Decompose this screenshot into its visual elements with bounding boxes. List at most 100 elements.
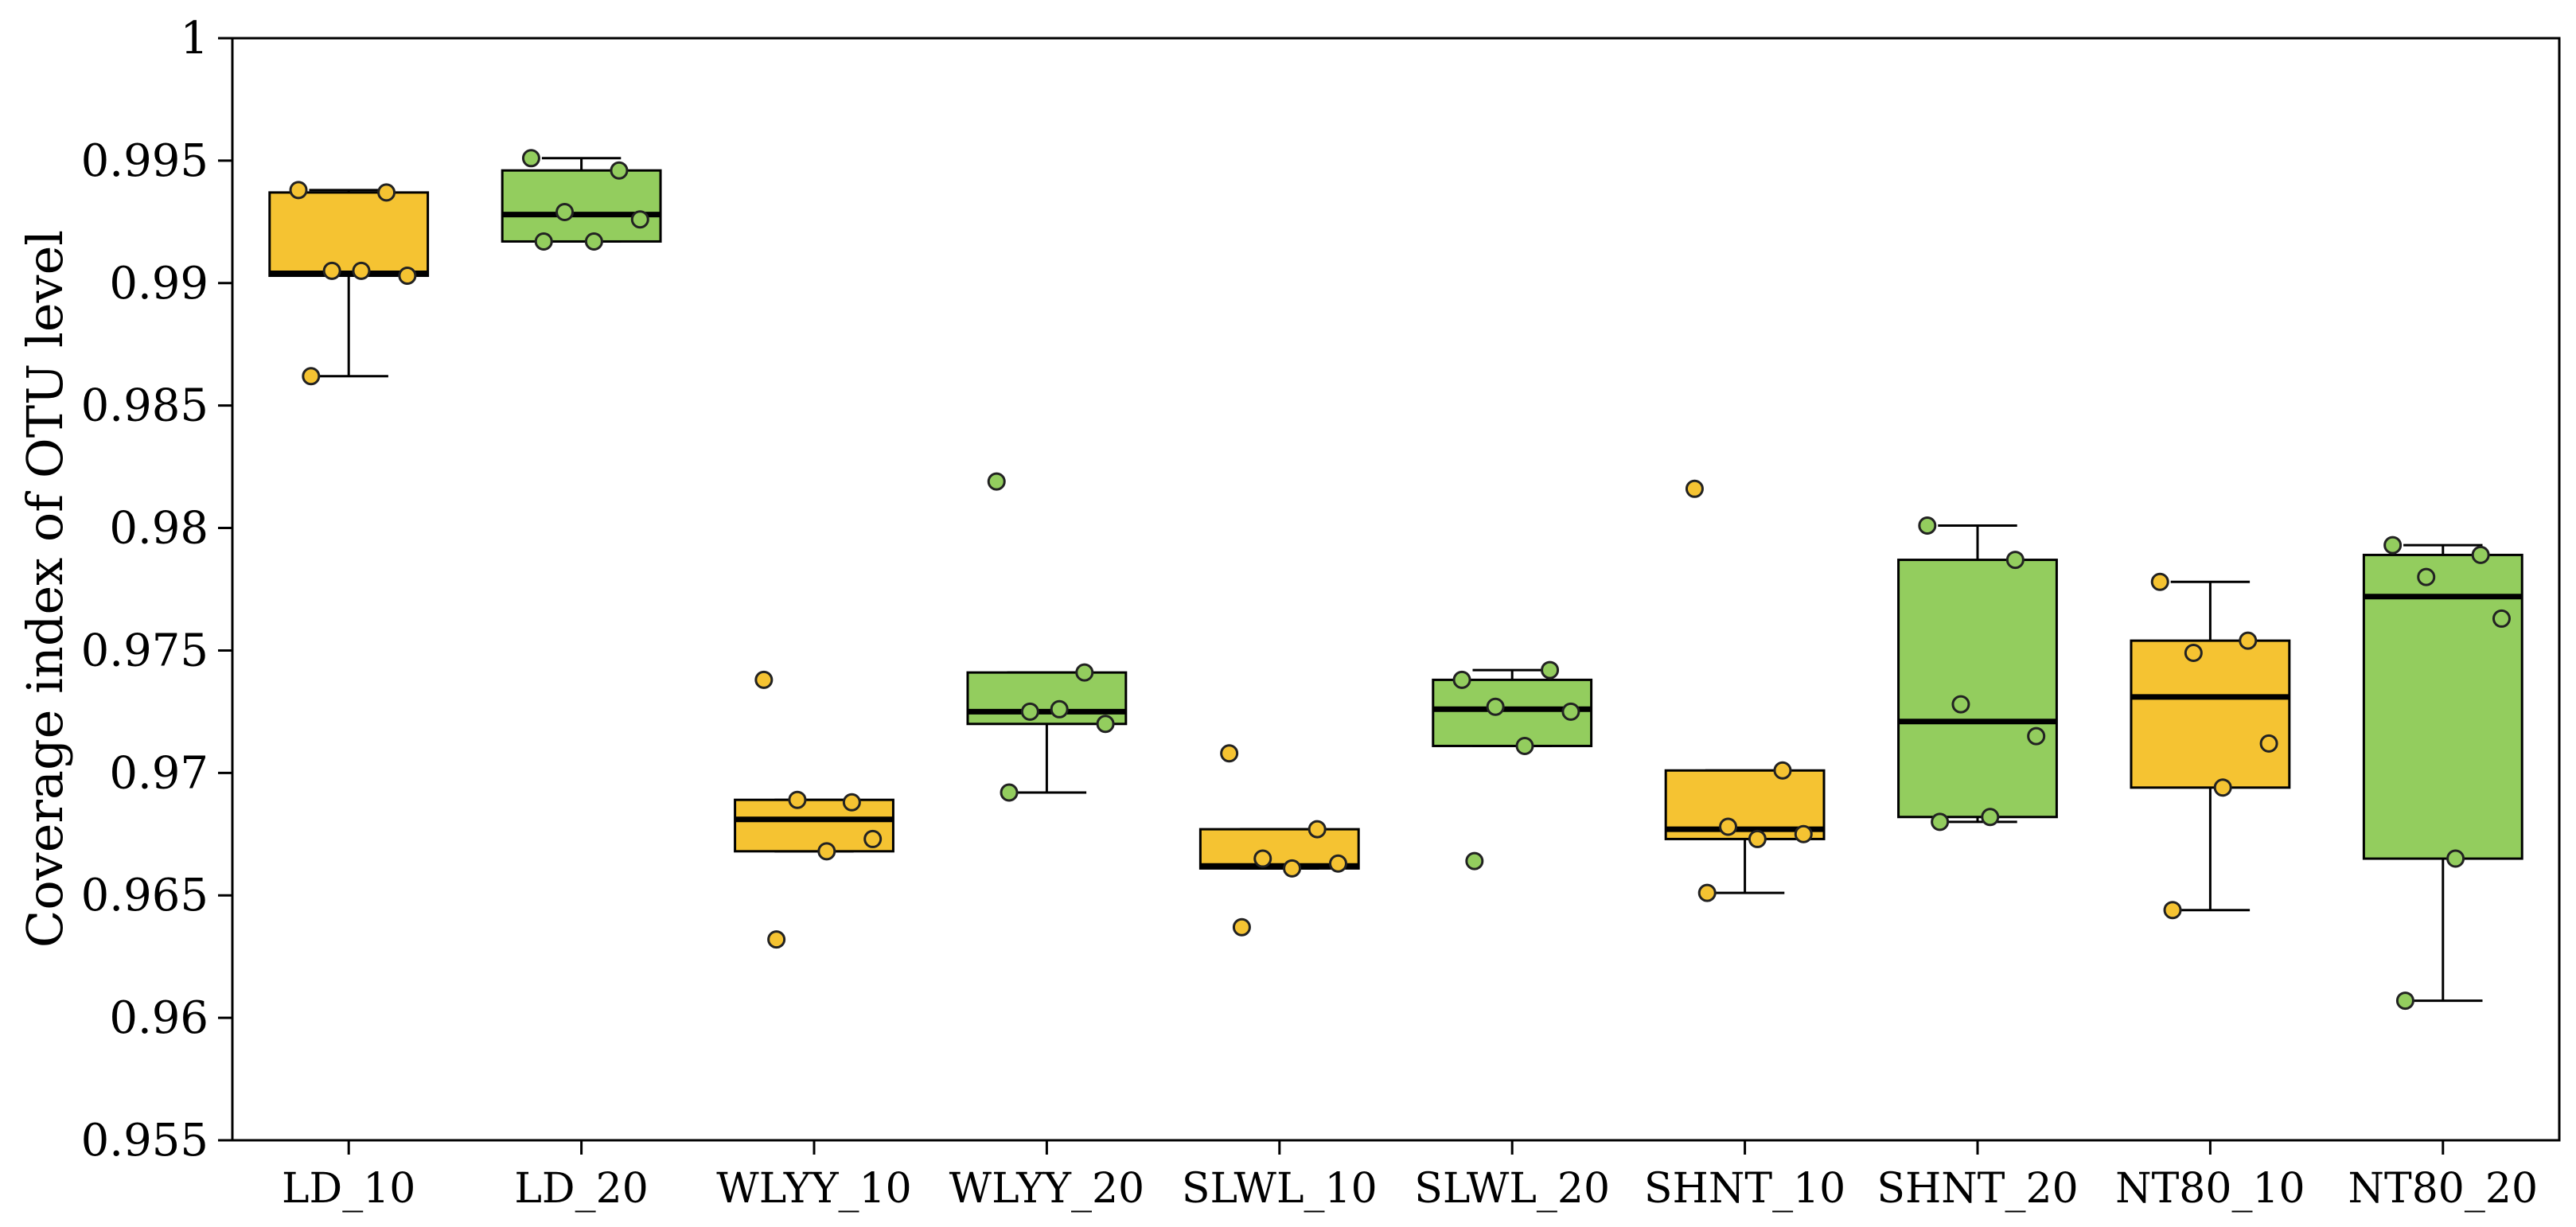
data-point [322, 261, 341, 280]
data-point [767, 930, 786, 949]
x-tick-label: SHNT_10 [1644, 1165, 1845, 1213]
data-point [2163, 901, 2182, 920]
box-ld-20 [501, 149, 662, 251]
data-point [1075, 663, 1094, 682]
data-point [1328, 854, 1347, 873]
data-point [555, 203, 575, 222]
data-point [1951, 695, 1970, 714]
x-tick-label: LD_10 [282, 1165, 415, 1213]
y-tick-label: 0.975 [81, 625, 208, 676]
data-point [1685, 479, 1704, 498]
x-tick-label: WLYY_10 [716, 1165, 911, 1213]
data-point [2471, 545, 2490, 564]
data-point [1096, 715, 1115, 734]
box-wlyy-20 [966, 472, 1128, 802]
y-axis-title: Coverage index of OTU level [16, 230, 74, 948]
y-tick-label: 0.96 [109, 992, 208, 1044]
y-tick-label: 0.955 [81, 1115, 208, 1167]
x-tick-label: NT80_20 [2348, 1165, 2539, 1213]
data-point [289, 181, 308, 200]
x-tick-label: NT80_10 [2115, 1165, 2305, 1213]
data-point [788, 790, 807, 809]
data-point [754, 670, 774, 689]
data-point [584, 232, 603, 251]
data-point [1253, 849, 1272, 868]
x-tick-label: SLWL_10 [1182, 1165, 1378, 1213]
data-point [2383, 536, 2403, 555]
data-point [2213, 778, 2232, 797]
box-body [966, 671, 1128, 726]
data-point [521, 149, 540, 168]
plot-frame [231, 37, 2561, 1142]
data-point [1283, 859, 1302, 878]
box-body [268, 191, 430, 278]
box-wlyy-10 [734, 670, 894, 949]
y-axis-ticks: 0.955 0.96 0.965 0.97 0.975 0.98 0.985 0.99 0.99… [81, 13, 232, 1167]
data-point [817, 842, 836, 861]
data-point [1541, 660, 1560, 680]
data-point [1773, 761, 1792, 780]
data-point [1220, 744, 1239, 763]
x-tick-label: SLWL_20 [1414, 1165, 1610, 1213]
y-tick-label: 0.99 [109, 258, 208, 310]
data-point [1794, 824, 1813, 843]
box-slwl-20 [1432, 660, 1593, 871]
data-point [842, 793, 861, 812]
data-point [1697, 883, 1717, 902]
box-slwl-10 [1198, 744, 1360, 937]
data-point [1561, 702, 1580, 721]
y-tick-label: 0.97 [109, 747, 208, 799]
box-shnt-20 [1897, 516, 2058, 832]
box-nt80-10 [2130, 572, 2291, 920]
box-ld-10 [268, 181, 430, 386]
data-point [630, 210, 649, 229]
data-point [1981, 808, 2000, 827]
x-tick-label: LD_20 [514, 1165, 648, 1213]
data-point [377, 183, 396, 202]
data-point [1050, 699, 1069, 719]
data-point [1719, 817, 1738, 836]
data-point [610, 161, 629, 180]
x-tick-label: SHNT_20 [1876, 1165, 2078, 1213]
data-point [1307, 820, 1327, 839]
data-point [1515, 736, 1534, 755]
box-nt80-20 [2362, 536, 2523, 1011]
box-body [2362, 553, 2523, 860]
data-point [2005, 551, 2025, 570]
y-tick-label: 0.965 [81, 870, 208, 921]
data-point [2395, 991, 2414, 1011]
data-point [2259, 734, 2278, 753]
y-tick-label: 0.985 [81, 380, 208, 432]
data-point [1486, 697, 1505, 716]
data-point [2417, 567, 2436, 586]
data-point [1000, 783, 1019, 802]
x-tick-label: WLYY_20 [949, 1165, 1144, 1213]
data-point [987, 472, 1006, 491]
data-point [302, 367, 321, 386]
data-point [1465, 851, 1484, 871]
data-point [2239, 631, 2258, 650]
data-point [1931, 812, 1950, 832]
box-series [268, 149, 2523, 1011]
data-point [534, 232, 553, 251]
data-point [1918, 516, 1937, 535]
y-tick-label: 0.995 [81, 135, 208, 187]
box-body [501, 169, 662, 243]
data-point [398, 267, 417, 286]
data-point [2027, 726, 2046, 746]
y-tick-label: 1 [180, 13, 208, 64]
data-point [2150, 572, 2169, 591]
data-point [2492, 609, 2511, 628]
box-body [2130, 639, 2291, 789]
data-point [1452, 670, 1471, 689]
y-tick-label: 0.98 [109, 503, 208, 555]
data-point [2446, 849, 2465, 868]
box-shnt-10 [1664, 479, 1826, 902]
x-axis-ticks: LD_10 LD_20 WLYY_10 WLYY_20 SLWL_10 SLWL_20 SH… [282, 1140, 2538, 1213]
data-point [863, 829, 883, 848]
box-body [1897, 559, 2058, 819]
data-point [2184, 644, 2203, 663]
data-point [352, 261, 371, 280]
data-point [1748, 829, 1767, 848]
